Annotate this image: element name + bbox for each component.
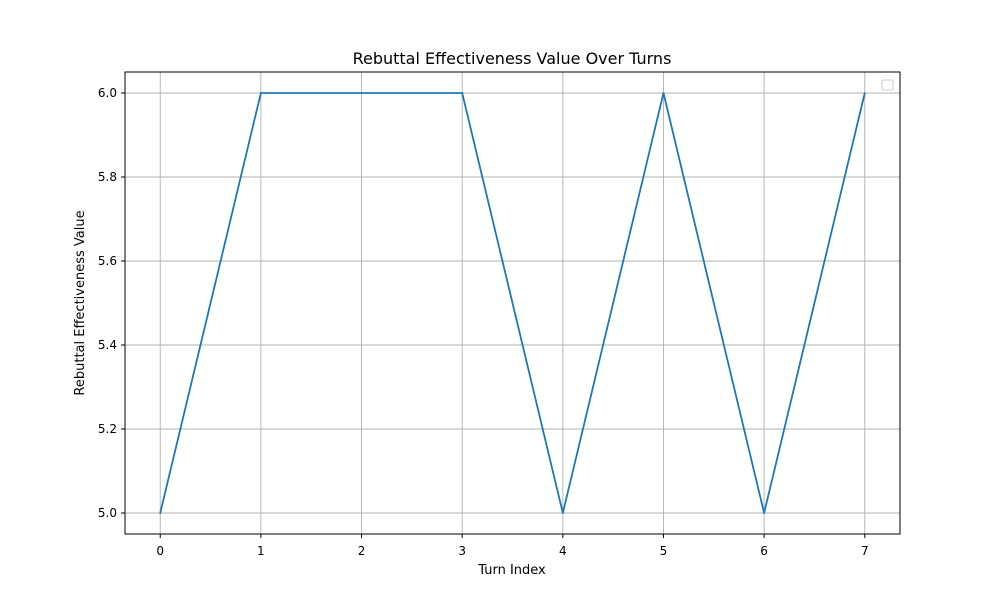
x-tick-label: 1 <box>257 544 265 558</box>
data-point <box>159 512 162 514</box>
x-tick-label: 5 <box>660 544 668 558</box>
y-tick-label: 5.4 <box>98 338 117 352</box>
y-axis-label: Rebuttal Effectiveness Value <box>73 210 88 395</box>
series-line <box>159 92 866 514</box>
y-tick-label: 5.0 <box>98 506 117 520</box>
data-point <box>863 92 866 94</box>
x-tick-label: 0 <box>156 544 164 558</box>
x-axis-label: Turn Index <box>477 563 546 578</box>
data-point <box>662 92 665 94</box>
data-point <box>360 92 363 94</box>
data-point <box>461 92 464 94</box>
legend-box <box>881 79 894 91</box>
x-tick-label: 7 <box>861 544 869 558</box>
y-tick-label: 5.8 <box>98 170 117 184</box>
y-tick-label: 5.6 <box>98 254 117 268</box>
x-tick-label: 3 <box>458 544 466 558</box>
plot-frame <box>124 71 901 535</box>
x-tick-label: 4 <box>559 544 567 558</box>
grid <box>125 72 900 534</box>
x-tick-label: 6 <box>760 544 768 558</box>
y-tick-label: 5.2 <box>98 422 117 436</box>
data-point <box>259 92 262 94</box>
y-tick-label: 6.0 <box>98 86 117 100</box>
chart-title: Rebuttal Effectiveness Value Over Turns <box>353 49 672 68</box>
axis-ticks: 0 1 2 3 4 5 6 7 5.0 5.2 5.4 5.6 5.8 6.0 <box>98 86 869 558</box>
x-tick-label: 2 <box>358 544 366 558</box>
data-point <box>561 512 564 514</box>
data-point <box>763 512 766 514</box>
series-layer <box>159 92 866 514</box>
